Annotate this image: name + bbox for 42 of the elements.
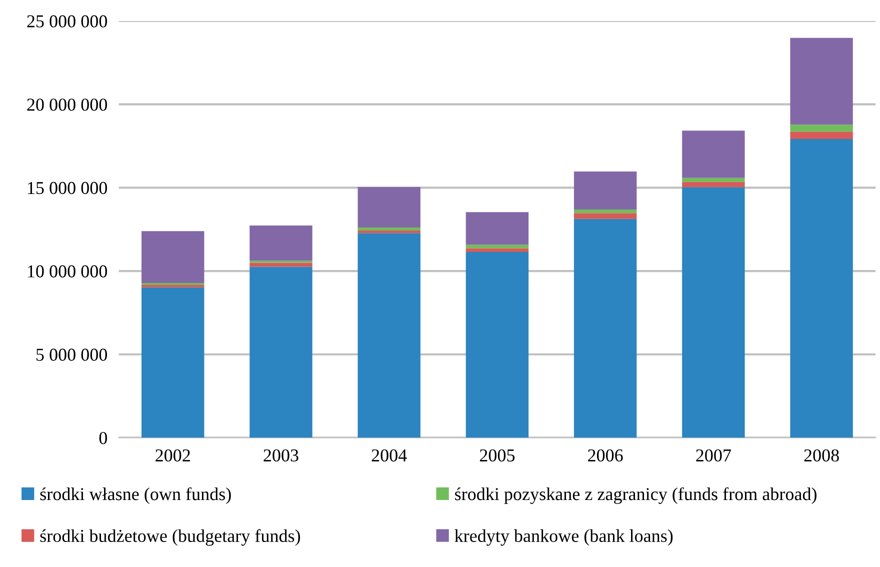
bar bbox=[466, 212, 529, 245]
bar bbox=[250, 262, 312, 267]
x-tick-label: 2003 bbox=[264, 449, 298, 462]
bar bbox=[574, 218, 637, 438]
bar bbox=[682, 130, 745, 178]
bar bbox=[790, 38, 853, 125]
x-tick-label: 2006 bbox=[588, 449, 623, 462]
legend-label: kredyty bankowe (bank loans) bbox=[454, 529, 673, 546]
bar bbox=[466, 244, 529, 248]
y-tick-label: 0 bbox=[99, 432, 107, 444]
bar bbox=[466, 252, 529, 438]
legend-label: środki budżetowe (budgetary funds) bbox=[40, 529, 300, 546]
x-tick-label: 2002 bbox=[156, 449, 190, 462]
y-tick-label: 5 000 000 bbox=[36, 348, 107, 361]
x-tick-label: 2005 bbox=[480, 449, 515, 462]
bar bbox=[250, 226, 312, 261]
x-tick-label: 2004 bbox=[372, 449, 407, 462]
bar bbox=[574, 210, 637, 214]
x-tick-label: 2007 bbox=[696, 449, 731, 462]
y-tick-label: 15 000 000 bbox=[28, 182, 107, 194]
y-tick-label: 20 000 000 bbox=[27, 98, 107, 111]
y-tick-label: 25 000 000 bbox=[27, 15, 107, 28]
bar bbox=[358, 187, 420, 228]
bar bbox=[358, 233, 420, 438]
bar bbox=[682, 182, 745, 188]
bar bbox=[682, 178, 745, 182]
legend-label: środki pozyskane z zagranicy (funds from abroad) bbox=[455, 487, 816, 504]
y-tick-label: 10 000 000 bbox=[28, 265, 107, 278]
bar bbox=[574, 172, 637, 210]
bar bbox=[142, 287, 204, 438]
bar bbox=[790, 132, 853, 139]
bar bbox=[358, 230, 420, 234]
bar bbox=[790, 139, 853, 438]
legend-label: środki własne (own funds) bbox=[40, 487, 231, 504]
bar bbox=[682, 187, 745, 438]
bar bbox=[466, 248, 529, 252]
bar bbox=[358, 228, 420, 231]
bar bbox=[574, 213, 637, 219]
bar bbox=[250, 266, 312, 438]
bar bbox=[790, 124, 853, 132]
x-tick-label: 2008 bbox=[804, 449, 839, 462]
bar bbox=[142, 231, 204, 284]
